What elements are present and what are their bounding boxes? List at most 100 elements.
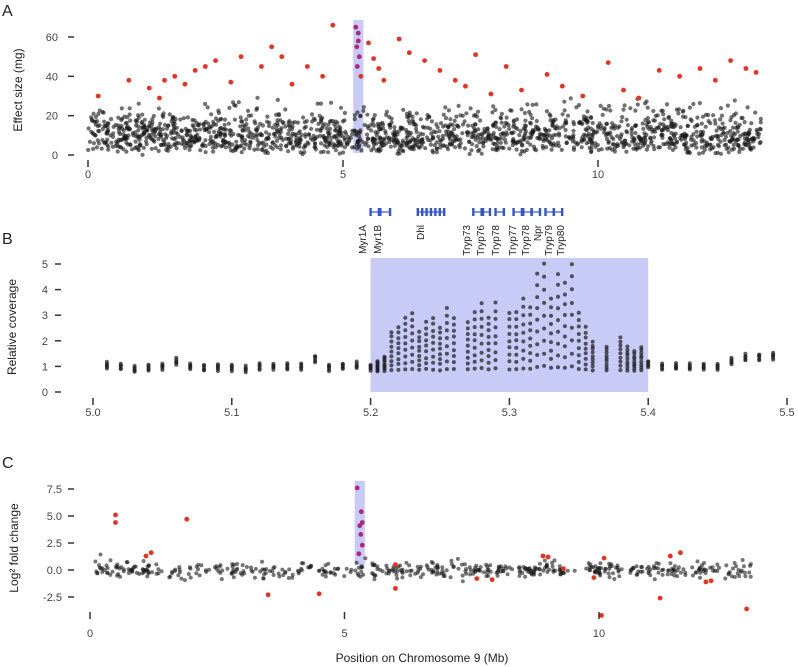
data-point — [372, 577, 377, 582]
data-point — [231, 131, 236, 137]
significant-point — [376, 66, 382, 71]
coverage-point — [521, 366, 526, 371]
data-point — [198, 148, 203, 153]
data-point — [127, 112, 132, 117]
data-point — [738, 133, 743, 139]
data-point — [609, 564, 614, 569]
data-point — [292, 120, 297, 125]
data-point — [296, 131, 301, 136]
data-point — [322, 122, 327, 127]
coverage-point — [451, 367, 456, 371]
coverage-point — [562, 344, 567, 349]
data-point — [513, 141, 519, 146]
coverage-point — [410, 331, 415, 336]
data-point — [392, 143, 397, 148]
data-point — [172, 142, 177, 147]
data-point — [742, 570, 747, 575]
data-point — [94, 145, 99, 150]
data-point — [528, 120, 533, 125]
data-point — [702, 561, 706, 565]
data-point — [679, 137, 684, 142]
data-point — [392, 132, 397, 137]
data-point — [86, 126, 91, 131]
coverage-point — [625, 360, 630, 365]
data-point — [460, 579, 465, 584]
data-point — [661, 127, 666, 132]
coverage-point — [674, 361, 678, 366]
coverage-point — [431, 316, 436, 321]
coverage-point — [389, 354, 394, 359]
coverage-point — [535, 283, 540, 288]
data-point — [520, 571, 525, 575]
data-point — [434, 122, 439, 127]
data-point — [318, 150, 324, 155]
coverage-point — [493, 309, 498, 314]
data-point — [579, 137, 584, 143]
data-point — [304, 119, 309, 124]
data-point — [140, 152, 145, 157]
data-point — [494, 570, 499, 575]
data-point — [324, 126, 329, 131]
significant-point — [279, 54, 285, 60]
data-point — [611, 142, 616, 147]
data-point — [399, 126, 405, 132]
data-point — [359, 148, 364, 153]
data-point — [392, 125, 397, 130]
coverage-point — [479, 333, 484, 337]
data-point — [698, 575, 702, 580]
data-point — [156, 136, 161, 142]
coverage-point — [465, 361, 470, 366]
significant-point — [366, 40, 371, 46]
data-point — [597, 570, 602, 575]
data-point — [640, 565, 644, 569]
data-point — [532, 147, 537, 152]
panel-b-y-tick-label: 0 — [42, 387, 48, 399]
data-point — [331, 142, 336, 147]
data-point — [96, 111, 101, 116]
coverage-point — [569, 287, 574, 292]
data-point — [598, 126, 603, 131]
data-point — [179, 128, 184, 133]
coverage-point — [556, 294, 560, 299]
coverage-point — [757, 352, 762, 357]
data-point — [153, 134, 158, 139]
panel-a-x-tick-label: 5 — [340, 169, 346, 181]
significant-point — [148, 550, 154, 556]
data-point — [519, 107, 524, 112]
data-point — [570, 134, 575, 140]
data-point — [627, 143, 632, 148]
coverage-point — [417, 367, 422, 372]
coverage-point — [556, 318, 560, 323]
data-point — [571, 128, 576, 133]
data-point — [440, 133, 445, 138]
significant-point — [146, 85, 152, 91]
highlight-point — [358, 532, 364, 537]
data-point — [289, 134, 294, 139]
data-point — [258, 131, 263, 136]
data-point — [326, 561, 331, 566]
gene-exon — [420, 208, 424, 216]
data-point — [361, 105, 366, 110]
data-point — [154, 562, 159, 567]
data-point — [495, 573, 500, 578]
data-point — [605, 146, 610, 151]
coverage-point — [417, 344, 422, 349]
data-point — [652, 577, 657, 582]
data-point — [413, 126, 419, 131]
data-point — [606, 140, 611, 145]
data-point — [734, 564, 739, 569]
coverage-point — [465, 320, 470, 325]
data-point — [223, 140, 228, 145]
data-point — [664, 126, 669, 131]
coverage-point — [583, 324, 588, 329]
coverage-point — [521, 356, 526, 361]
coverage-point — [514, 310, 519, 315]
data-point — [618, 134, 624, 139]
data-point — [758, 116, 763, 121]
data-point — [134, 145, 139, 150]
data-point — [110, 569, 115, 574]
panel-c-y-tick-label: -2.5 — [43, 592, 62, 604]
data-point — [651, 143, 656, 149]
coverage-point — [444, 306, 449, 310]
coverage-point — [438, 357, 442, 362]
